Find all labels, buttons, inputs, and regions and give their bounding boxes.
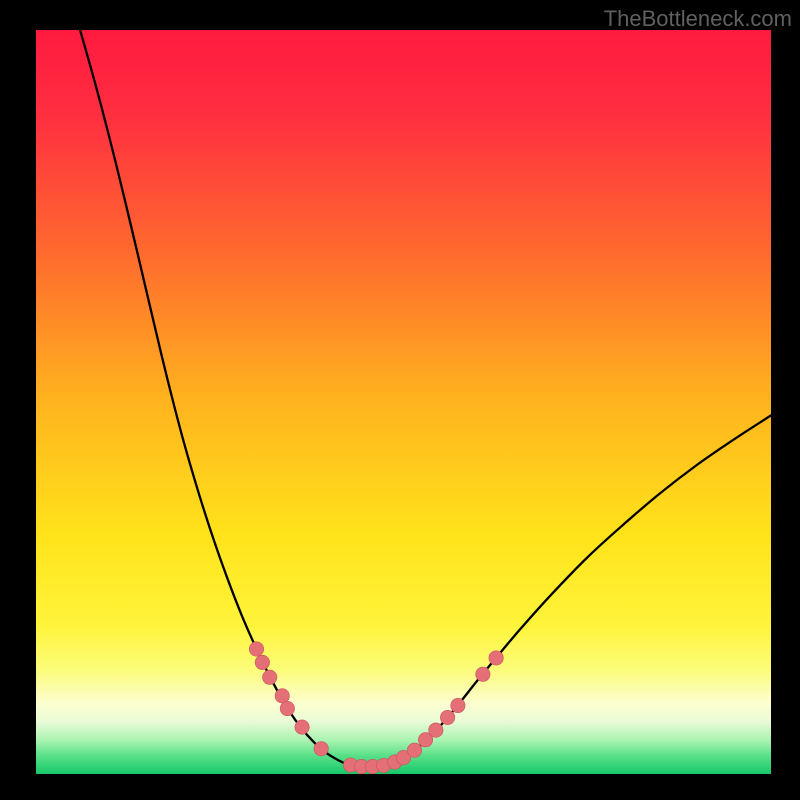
data-marker: [249, 642, 263, 656]
data-marker: [407, 743, 421, 757]
plot-svg: [36, 30, 771, 774]
chart-root: TheBottleneck.com: [0, 0, 800, 800]
data-marker: [275, 689, 289, 703]
data-marker: [263, 670, 277, 684]
plot-area: [36, 30, 771, 774]
source-label: TheBottleneck.com: [604, 6, 792, 32]
data-marker: [440, 710, 454, 724]
data-marker: [295, 720, 309, 734]
data-marker: [489, 651, 503, 665]
data-marker: [451, 698, 465, 712]
plot-background: [36, 30, 771, 774]
data-marker: [314, 742, 328, 756]
data-marker: [476, 667, 490, 681]
data-marker: [429, 723, 443, 737]
data-marker: [280, 701, 294, 715]
data-marker: [255, 655, 269, 669]
